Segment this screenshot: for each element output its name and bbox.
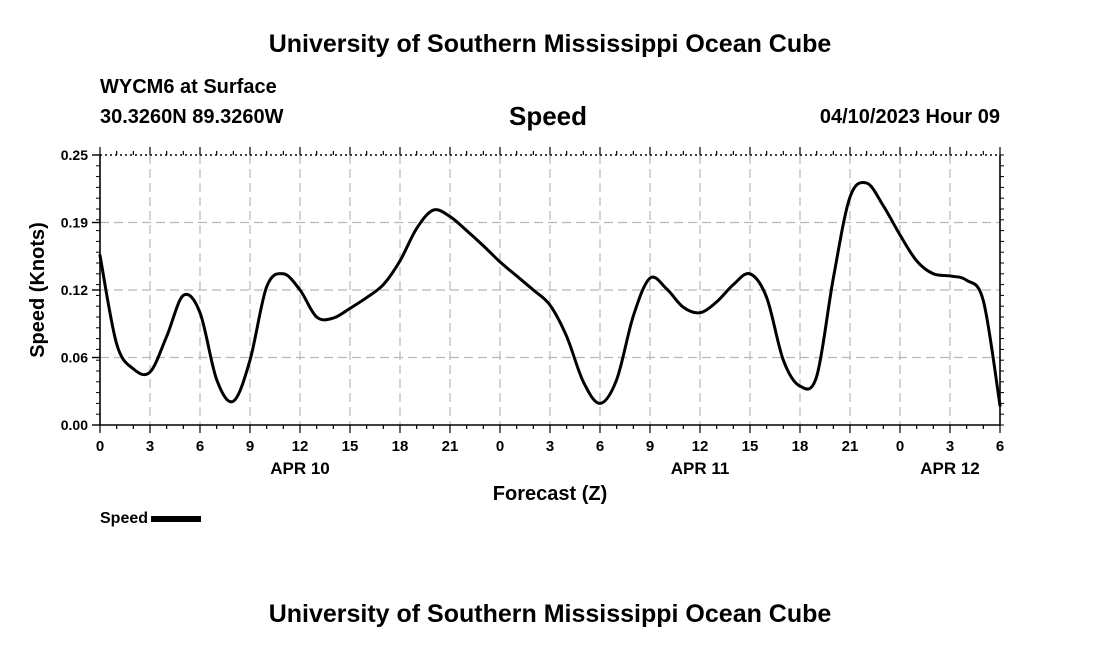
legend-label: Speed [100,510,149,527]
x-axis-label: Forecast (Z) [493,483,607,505]
x-tick-label: 6 [196,438,204,455]
y-tick-label: 0.19 [61,215,88,231]
x-tick-label: 12 [292,438,309,455]
x-day-label: APR 12 [920,459,980,478]
x-day-label: APR 10 [270,459,330,478]
y-tick-label: 0.00 [61,417,88,433]
x-tick-label: 3 [546,438,554,455]
x-tick-label: 0 [496,438,504,455]
station-coords: 30.3260N 89.3260W [100,106,284,128]
y-tick-label: 0.06 [61,350,88,366]
x-tick-label: 18 [392,438,409,455]
x-tick-label: 6 [996,438,1004,455]
x-tick-label: 12 [692,438,709,455]
y-tick-label: 0.12 [61,282,88,298]
y-axis-label: Speed (Knots) [27,222,49,358]
x-tick-label: 21 [442,438,459,455]
x-tick-label: 6 [596,438,604,455]
x-tick-label: 21 [842,438,859,455]
x-tick-label: 3 [946,438,954,455]
x-tick-label: 9 [246,438,254,455]
x-tick-label: 15 [342,438,359,455]
x-tick-label: 0 [896,438,904,455]
legend: Speed [100,510,202,528]
y-tick-label: 0.25 [61,147,88,163]
x-tick-label: 9 [646,438,654,455]
footer-title: University of Southern Mississippi Ocean… [268,600,832,628]
page-title: University of Southern Mississippi Ocean… [268,30,832,58]
variable-title: Speed [509,101,588,131]
x-tick-label: 15 [742,438,759,455]
x-day-label: APR 11 [671,459,730,478]
x-tick-label: 18 [792,438,809,455]
x-tick-label: 0 [96,438,104,455]
legend-swatch [151,515,202,522]
speed-series-line [98,180,1002,408]
forecast-datetime: 04/10/2023 Hour 09 [819,106,1000,128]
x-tick-label: 3 [146,438,154,455]
station-label: WYCM6 at Surface [100,76,277,98]
